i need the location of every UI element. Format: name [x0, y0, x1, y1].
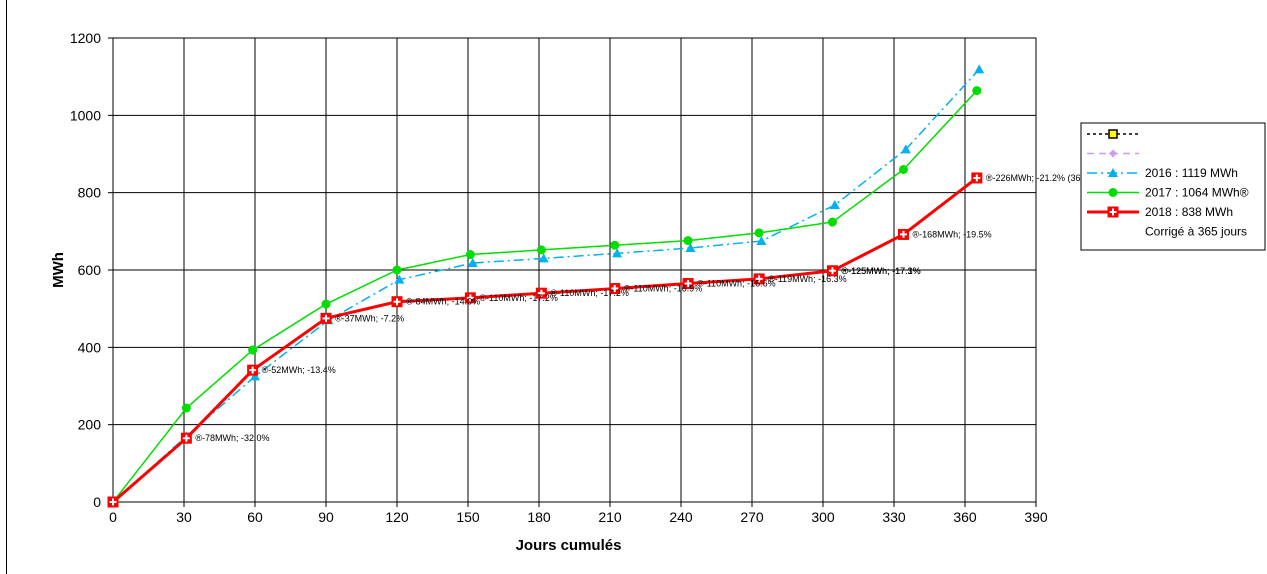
- legend-entry: [1087, 129, 1139, 139]
- x-tick-label: 0: [109, 509, 117, 525]
- data-label: ®-125MWh; -17.3%: [841, 266, 920, 276]
- data-point-cross: [109, 498, 117, 506]
- data-point-cross: [973, 174, 981, 182]
- data-point: [974, 64, 985, 74]
- data-label: ®-125MWh; -17.1%: [841, 266, 920, 276]
- series-1: [108, 86, 982, 507]
- series-line: [112, 176, 978, 504]
- data-point: [685, 242, 696, 252]
- legend-marker: [1109, 149, 1117, 158]
- legend-entry: 2018 : 838 MWh: [1087, 205, 1233, 219]
- data-point: [467, 258, 478, 268]
- data-point-cross: [249, 366, 257, 374]
- legend-label: 2018 : 838 MWh: [1145, 205, 1233, 219]
- data-point: [972, 86, 982, 96]
- data-point-cross: [393, 298, 401, 306]
- data-point-cross: [684, 280, 692, 288]
- data-point: [898, 164, 908, 174]
- data-point: [181, 403, 191, 413]
- x-tick-label: 360: [953, 509, 977, 525]
- x-tick-label: 60: [247, 509, 263, 525]
- data-point: [900, 144, 911, 154]
- legend-entry: [1087, 149, 1139, 158]
- x-tick-label: 30: [176, 509, 192, 525]
- legend-entry: 2016 : 1119 MWh: [1087, 166, 1238, 180]
- y-tick-label: 1200: [70, 30, 101, 46]
- data-label: ®-168MWh; -19.5%: [912, 229, 991, 239]
- data-point-cross: [755, 275, 763, 283]
- data-point: [538, 253, 549, 263]
- data-labels: ®-78MWh; -32.0% ®-52MWh; -13.4% ®-37MWh; -…: [195, 173, 1093, 443]
- data-point: [392, 265, 402, 275]
- x-tick-label: 210: [598, 509, 622, 525]
- data-point-cross: [466, 294, 474, 302]
- data-label: ®-78MWh; -32.0%: [195, 433, 269, 443]
- data-point: [250, 371, 260, 381]
- series-2: [107, 172, 983, 508]
- data-point-cross: [611, 285, 619, 293]
- chart-frame: 0 30 60 90 120 150 180 210 240 270 300 330 360 390 0 20…: [6, 0, 1267, 574]
- data-label: ®-226MWh; -21.2% (365 j): [986, 173, 1093, 183]
- data-point-cross: [537, 289, 545, 297]
- y-tick-label: 400: [78, 339, 102, 355]
- x-tick-label: 120: [385, 509, 409, 525]
- data-point: [465, 250, 475, 260]
- legend-marker: [1108, 129, 1118, 139]
- y-tick-label: 200: [78, 417, 102, 433]
- line-chart: 0 30 60 90 120 150 180 210 240 270 300 330 360 390 0 20…: [50, 30, 1266, 554]
- legend-marker-cross: [1109, 208, 1117, 216]
- x-tick-label: 150: [456, 509, 480, 525]
- data-label: ®-110MWh; -17.2%: [550, 288, 629, 298]
- legend-label: 2016 : 1119 MWh: [1145, 166, 1238, 180]
- data-point: [756, 236, 767, 245]
- data-point-cross: [322, 314, 330, 322]
- plot-border: [112, 37, 1037, 503]
- data-label: ®-37MWh; -7.2%: [335, 313, 404, 323]
- data-point: [754, 228, 764, 238]
- x-tick-label: 330: [882, 509, 906, 525]
- x-tick-label: 390: [1024, 509, 1048, 525]
- data-point: [683, 236, 693, 246]
- x-axis-title: Jours cumulés: [516, 537, 622, 554]
- y-axis-title: MWh: [50, 252, 67, 288]
- data-label: ®-110MWh; -17.2%: [479, 293, 558, 303]
- data-point: [829, 200, 840, 210]
- legend-marker: [1108, 188, 1118, 197]
- data-point: [610, 240, 620, 250]
- y-tick-label: 1000: [70, 107, 101, 123]
- x-tick-label: 300: [811, 509, 835, 525]
- x-tick-label: 240: [669, 509, 693, 525]
- data-point: [394, 274, 405, 284]
- data-label: ®-84MWh; -14.0%: [406, 297, 480, 307]
- x-tick-label: 180: [527, 509, 551, 525]
- x-tick-label: 270: [740, 509, 764, 525]
- data-label: ®-119MWh; -16.3%: [768, 274, 847, 284]
- data-point: [827, 217, 837, 227]
- legend-note: Corrigé à 365 jours: [1145, 225, 1247, 239]
- data-point: [248, 345, 258, 355]
- data-point: [612, 248, 623, 258]
- y-tick-label: 800: [78, 185, 102, 201]
- data-point: [321, 299, 331, 309]
- data-label: ®-52MWh; -13.4%: [262, 365, 336, 375]
- data-point: [536, 245, 546, 255]
- x-tick-label: 90: [318, 509, 334, 525]
- y-tick-label: 0: [93, 494, 101, 510]
- data-label: ®-110MWh; -16.6%: [697, 279, 776, 289]
- data-point-cross: [828, 267, 836, 275]
- series-layer: [107, 64, 985, 508]
- data-label: ®-110MWh; -16.9%: [624, 284, 703, 294]
- legend-box: [1080, 122, 1266, 251]
- legend-label: 2017 : 1064 MWh®: [1145, 186, 1249, 200]
- data-point-cross: [182, 434, 190, 442]
- y-tick-label: 600: [78, 262, 102, 278]
- legend-entry: 2017 : 1064 MWh®: [1087, 186, 1249, 200]
- legend: 2016 : 1119 MWh 2017 : 1064 MWh® 2018 : 83…: [1080, 122, 1266, 251]
- legend-marker: [1108, 168, 1118, 177]
- axes: 0 30 60 90 120 150 180 210 240 270 300 330 360 390 0 20…: [70, 30, 1048, 525]
- data-point-cross: [899, 230, 907, 238]
